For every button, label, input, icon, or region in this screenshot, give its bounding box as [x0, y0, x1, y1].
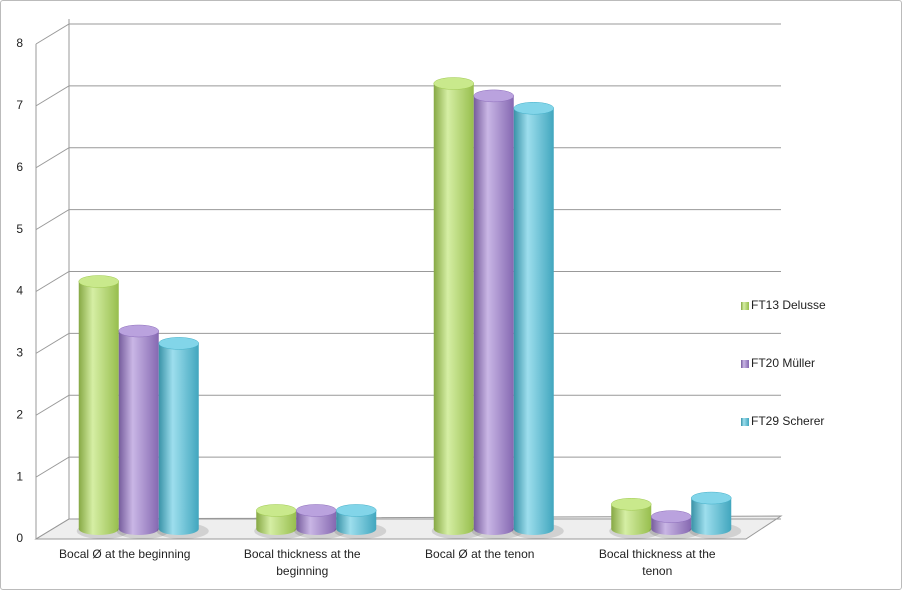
bar-top: [473, 89, 514, 103]
bar: [158, 343, 199, 535]
bar: [611, 504, 652, 535]
bar: [296, 510, 337, 535]
y-tick-label: 7: [16, 98, 23, 112]
grid-line: [35, 147, 781, 169]
y-tick-label: 2: [16, 407, 23, 421]
legend-key: [741, 360, 749, 368]
bar-top: [158, 337, 199, 350]
bar-top: [513, 102, 554, 115]
y-tick-label: 6: [16, 160, 23, 174]
bar-top: [651, 510, 692, 523]
y-tick-label: 8: [16, 36, 23, 50]
bar-top: [336, 504, 377, 517]
grid-line: [35, 85, 781, 107]
legend-label: FT20 Müller: [751, 356, 815, 370]
y-tick-label: 5: [16, 222, 23, 236]
grid-line: [35, 23, 781, 45]
bar-top: [296, 504, 337, 517]
x-tick-label: Bocal Ø at the beginning: [59, 547, 191, 561]
bar-top: [691, 491, 732, 505]
bar: [513, 108, 554, 535]
legend-key: [741, 302, 749, 310]
y-tick-label: 1: [16, 469, 23, 483]
bar: [691, 498, 732, 535]
y-tick-label: 3: [16, 346, 23, 360]
bar-top: [433, 77, 474, 90]
x-tick-label: Bocal Ø at the tenon: [425, 547, 535, 561]
bar-top: [611, 498, 652, 511]
bar: [256, 510, 297, 535]
bar: [433, 83, 474, 535]
y-tick-label: 0: [16, 531, 23, 545]
x-tick-label: Bocal thickness at the tenon: [598, 547, 716, 578]
bar-top: [118, 324, 159, 338]
legend-key: [741, 418, 749, 426]
bar-top: [256, 504, 297, 517]
grid-line: [35, 271, 781, 292]
grid-line: [35, 209, 781, 231]
x-tick-label: Bocal thickness at the beginning: [243, 547, 361, 578]
legend-label: FT29 Scherer: [751, 414, 824, 428]
legend-label: FT13 Delusse: [751, 298, 826, 312]
bar: [78, 281, 119, 535]
bar: [118, 331, 159, 535]
bar: [336, 510, 377, 535]
bar-top: [78, 275, 119, 288]
y-tick-label: 4: [16, 284, 23, 298]
bar: [473, 95, 514, 535]
